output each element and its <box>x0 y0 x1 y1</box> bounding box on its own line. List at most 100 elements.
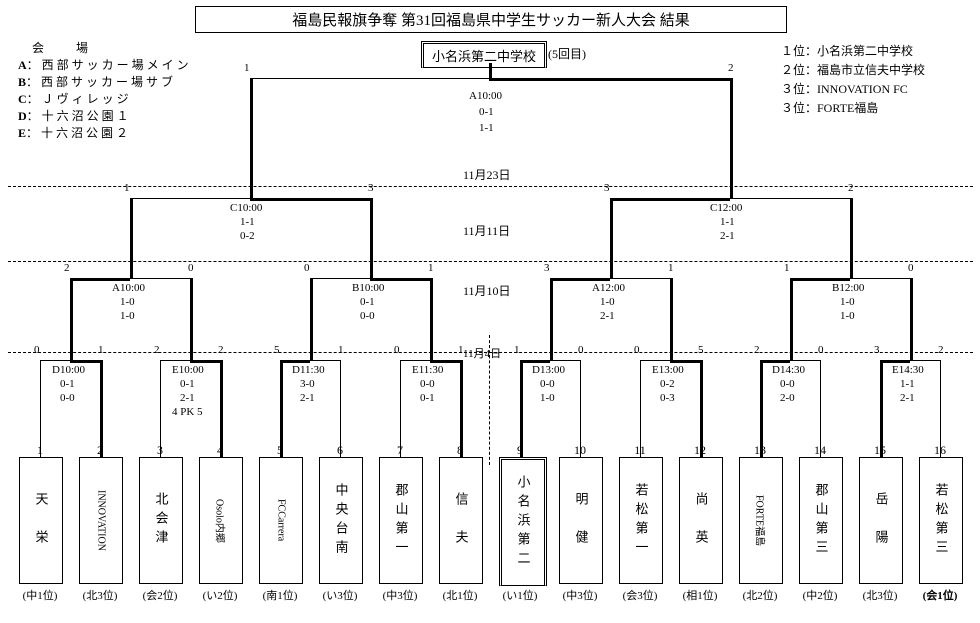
team-rank: (会3位) <box>616 587 664 603</box>
qf-left: 1 <box>784 262 790 274</box>
team-box: 信 夫 <box>439 457 483 584</box>
date-r16: 11月4日 <box>463 345 501 361</box>
qf-time: A10:00 <box>112 282 145 294</box>
qf-s2: 2-1 <box>600 310 615 322</box>
date-semi: 11月11日 <box>463 222 510 239</box>
venue-row: A：西部サッカー場メイン <box>18 56 192 73</box>
r16-time: E14:30 <box>892 364 924 376</box>
r16-right-score: 1 <box>98 344 104 356</box>
semi-right: 2 <box>848 182 854 194</box>
r16-s1: 3-0 <box>300 378 315 390</box>
team-box: 郡山第一 <box>379 457 423 584</box>
final-s2: 1-1 <box>479 122 494 134</box>
team-rank: (会2位) <box>136 587 184 603</box>
team-rank: (中3位) <box>376 587 424 603</box>
semi-left: 3 <box>604 182 610 194</box>
date-final: 11月23日 <box>463 166 511 183</box>
qf-right: 1 <box>428 262 434 274</box>
team-box: 若松第一 <box>619 457 663 584</box>
team-box: 中央台南 <box>319 457 363 584</box>
qf-time: B12:00 <box>832 282 864 294</box>
bracket-diagram: 福島民報旗争奪 第31回福島県中学生サッカー新人大会 結果 小名浜第二中学校 (… <box>0 0 980 623</box>
team-rank: (中2位) <box>796 587 844 603</box>
r16-time: D11:30 <box>292 364 325 376</box>
r16-s2: 2-1 <box>300 392 315 404</box>
r16-right-score: 2 <box>218 344 224 356</box>
qf-s2: 0-0 <box>360 310 375 322</box>
r16-time: D13:00 <box>532 364 565 376</box>
team-box: Osolo内郷 <box>199 457 243 584</box>
semi-left: 1 <box>124 182 130 194</box>
r16-right-score: 1 <box>458 344 464 356</box>
team-rank: (中1位) <box>16 587 64 603</box>
winner-note: (5回目) <box>548 45 586 62</box>
team-rank: (北3位) <box>76 587 124 603</box>
qf-time: A12:00 <box>592 282 625 294</box>
qf-s2: 1-0 <box>120 310 135 322</box>
r16-left-score: 1 <box>514 344 520 356</box>
qf-right: 0 <box>188 262 194 274</box>
qf-s1: 0-1 <box>360 296 375 308</box>
venues-block: 会 場 A：西部サッカー場メインB：西部サッカー場サブC：ＪヴィレッジD：十六沼… <box>18 39 192 141</box>
semi-time: C10:00 <box>230 202 262 214</box>
team-box: 尚 英 <box>679 457 723 584</box>
final-time: A10:00 <box>469 90 502 102</box>
places-block: １位：小名浜第二中学校 ２位：福島市立信夫中学校 ３位：INNOVATION FC ３… <box>781 42 925 118</box>
place-row: １位：小名浜第二中学校 <box>781 42 925 59</box>
semi-s1: 1-1 <box>240 216 255 228</box>
r16-s2: 0-1 <box>420 392 435 404</box>
qf-left: 3 <box>544 262 550 274</box>
r16-s1: 1-1 <box>900 378 915 390</box>
venue-row: E：十六沼公園２ <box>18 124 192 141</box>
venues-header: 会 場 <box>32 39 192 56</box>
qf-s1: 1-0 <box>600 296 615 308</box>
r16-s2: 0-3 <box>660 392 675 404</box>
team-rank: (会1位) <box>916 587 964 603</box>
r16-left-score: 0 <box>394 344 400 356</box>
venue-row: B：西部サッカー場サブ <box>18 73 192 90</box>
r16-right-score: 0 <box>818 344 824 356</box>
r16-s1: 0-1 <box>180 378 195 390</box>
r16-left-score: 3 <box>874 344 880 356</box>
r16-s1: 0-2 <box>660 378 675 390</box>
r16-s3: 4 PK 5 <box>172 406 203 418</box>
r16-left-score: 2 <box>754 344 760 356</box>
place-row: ２位：福島市立信夫中学校 <box>781 61 925 78</box>
qf-right: 1 <box>668 262 674 274</box>
team-box: FCCarrera <box>259 457 303 584</box>
final-left: 1 <box>244 62 250 74</box>
r16-time: D10:00 <box>52 364 85 376</box>
final-s1: 0-1 <box>479 106 494 118</box>
place-row: ３位：INNOVATION FC <box>781 80 925 97</box>
qf-right: 0 <box>908 262 914 274</box>
r16-s2: 2-1 <box>900 392 915 404</box>
team-rank: (い2位) <box>196 587 244 603</box>
winner-box: 小名浜第二中学校 <box>421 41 547 68</box>
place-row: ３位：FORTE福島 <box>781 99 925 116</box>
title-box: 福島民報旗争奪 第31回福島県中学生サッカー新人大会 結果 <box>195 6 787 33</box>
team-rank: (南1位) <box>256 587 304 603</box>
team-box: 北会津 <box>139 457 183 584</box>
team-rank: (北1位) <box>436 587 484 603</box>
r16-time: E10:00 <box>172 364 204 376</box>
team-box: 天 栄 <box>19 457 63 584</box>
venue-row: D：十六沼公園１ <box>18 107 192 124</box>
r16-left-score: 0 <box>634 344 640 356</box>
r16-s2: 2-1 <box>180 392 195 404</box>
team-box: 岳 陽 <box>859 457 903 584</box>
team-box: FORTE福島 <box>739 457 783 584</box>
r16-time: D14:30 <box>772 364 805 376</box>
r16-s2: 0-0 <box>60 392 75 404</box>
r16-s1: 0-0 <box>420 378 435 390</box>
r16-time: E13:00 <box>652 364 684 376</box>
r16-left-score: 2 <box>154 344 160 356</box>
team-box: 小名浜第二 <box>499 457 547 586</box>
r16-right-score: 2 <box>938 344 944 356</box>
r16-right-score: 1 <box>338 344 344 356</box>
team-rank: (北3位) <box>856 587 904 603</box>
date-qf: 11月10日 <box>463 282 511 299</box>
final-right: 2 <box>728 62 734 74</box>
qf-s1: 1-0 <box>840 296 855 308</box>
r16-s1: 0-0 <box>540 378 555 390</box>
r16-s1: 0-0 <box>780 378 795 390</box>
